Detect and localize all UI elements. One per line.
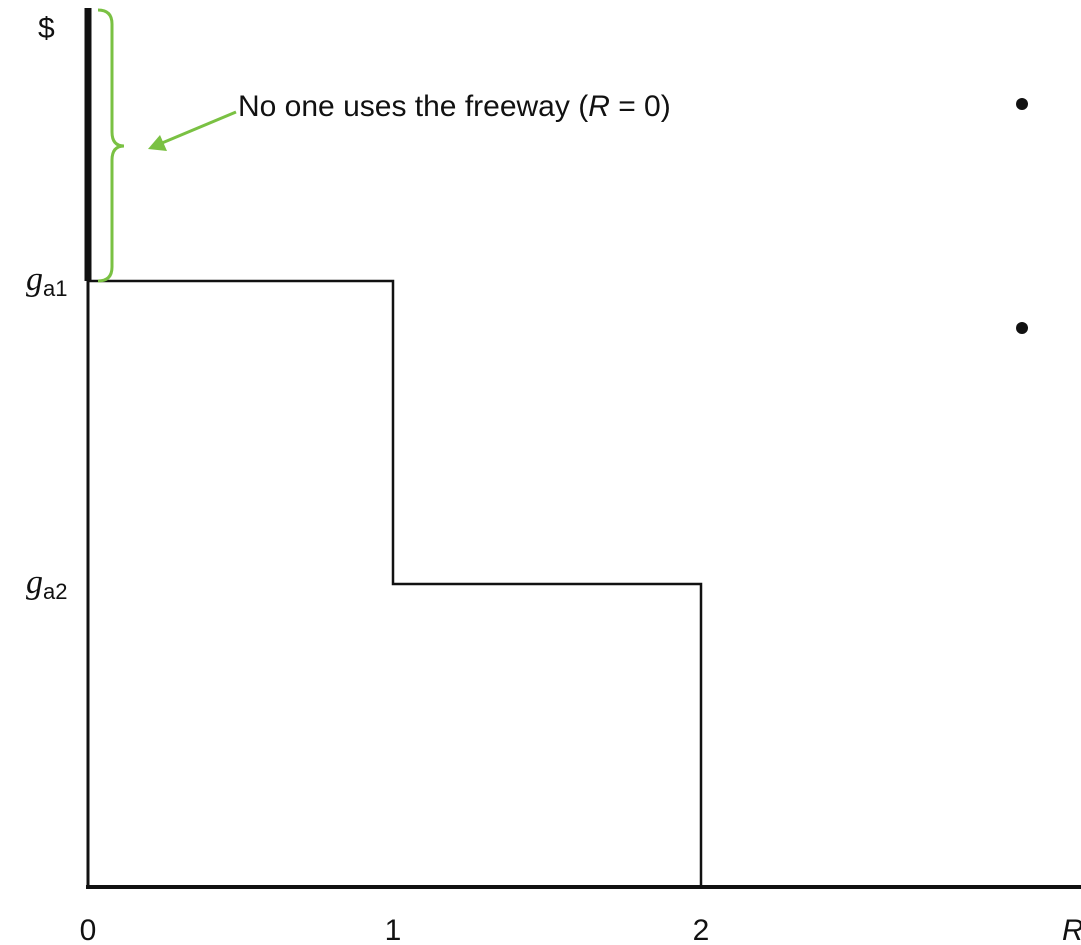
- annotation-variable: R: [588, 90, 610, 123]
- x-axis-label: R: [1062, 914, 1081, 945]
- x-tick-label: 1: [385, 914, 402, 945]
- arrow-head: [148, 135, 167, 151]
- annotation-text: No one uses the freeway (: [238, 90, 588, 123]
- subscript: a1: [43, 276, 67, 301]
- y-axis-label: $: [38, 12, 55, 45]
- x-tick-label: 0: [80, 914, 97, 945]
- y-level-label: ga1: [26, 261, 67, 301]
- bullet: [1016, 98, 1028, 110]
- bullet: [1016, 322, 1028, 334]
- x-tick-label: 2: [693, 914, 710, 945]
- step-curve: [88, 279, 703, 887]
- subscript: a2: [43, 579, 67, 604]
- symbol: g: [26, 261, 43, 298]
- annotation: No one uses the freeway (R = 0): [238, 90, 671, 123]
- symbol: g: [26, 564, 43, 601]
- arrow-line: [161, 110, 237, 145]
- bracket: [97, 8, 125, 283]
- y-level-label: ga2: [26, 564, 67, 604]
- annotation-text: = 0): [610, 90, 671, 123]
